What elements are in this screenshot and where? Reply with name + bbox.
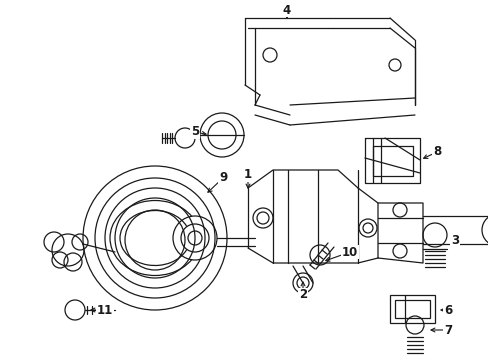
Text: 3: 3	[450, 234, 458, 247]
Text: 10: 10	[341, 246, 357, 258]
Text: 9: 9	[219, 171, 226, 184]
Text: 1: 1	[244, 168, 251, 181]
Text: 7: 7	[443, 324, 451, 337]
Text: 5: 5	[190, 126, 199, 139]
Text: 11: 11	[97, 303, 113, 316]
Text: 4: 4	[282, 4, 290, 17]
Text: 6: 6	[443, 303, 451, 316]
Text: 2: 2	[298, 288, 306, 301]
Bar	[394, 300, 429, 318]
Text: 8: 8	[432, 145, 440, 158]
Bar	[389, 295, 434, 323]
